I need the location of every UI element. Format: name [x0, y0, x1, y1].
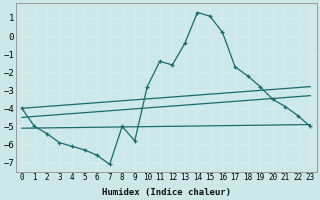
X-axis label: Humidex (Indice chaleur): Humidex (Indice chaleur)	[101, 188, 231, 197]
